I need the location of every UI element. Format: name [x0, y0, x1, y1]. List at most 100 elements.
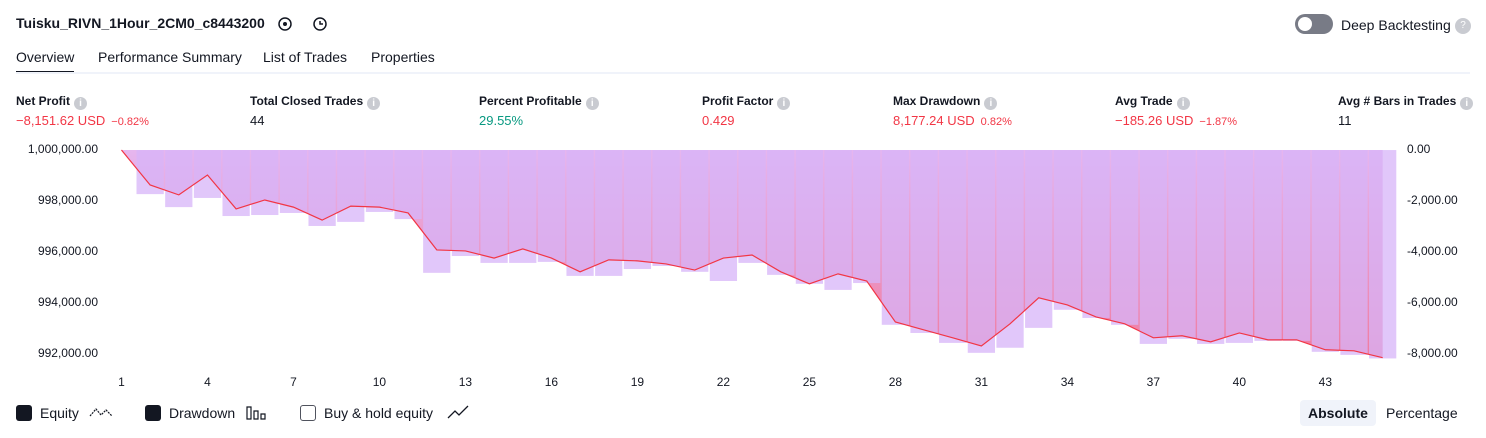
y2-tick-label: 0.00 — [1407, 142, 1431, 156]
buy-hold-checkbox[interactable]: Buy & hold equity — [300, 405, 433, 421]
metric-value-text: −185.26 USD — [1115, 113, 1194, 128]
drawdown-bar — [394, 150, 422, 220]
metric-label: Profit Factor i — [702, 94, 791, 110]
x-tick-label: 7 — [290, 375, 297, 389]
drawdown-bar — [910, 150, 938, 333]
metric-label: Max Drawdown i — [893, 94, 998, 110]
metric-label: Net Profit i — [16, 94, 87, 110]
percentage-button[interactable]: Percentage — [1386, 405, 1458, 421]
info-icon[interactable]: i — [367, 97, 381, 110]
metric-value: 8,177.24 USD 0.82% — [893, 113, 1012, 128]
x-tick-label: 37 — [1147, 375, 1161, 389]
y2-tick-label: -4,000.00 — [1407, 244, 1458, 258]
equity-line — [121, 149, 1383, 359]
x-tick-label: 10 — [373, 375, 387, 389]
x-tick-label: 28 — [889, 375, 903, 389]
drawdown-bar — [509, 150, 537, 263]
metric-change: −0.82% — [111, 116, 149, 128]
y2-tick-label: -6,000.00 — [1407, 295, 1458, 309]
drawdown-bar — [451, 150, 480, 257]
drawdown-bar — [566, 150, 594, 276]
metric-label-text: Total Closed Trades — [250, 94, 364, 108]
info-icon[interactable]: i — [984, 97, 998, 110]
metric-value-text: 8,177.24 USD — [893, 113, 975, 128]
metric-value-text: 29.55% — [479, 113, 524, 128]
tab[interactable]: List of Trades — [263, 49, 348, 65]
drawdown-bar — [1225, 150, 1253, 343]
metric-value: 29.55% — [479, 113, 523, 128]
drawdown-bar — [939, 150, 967, 343]
metric-value-text: 44 — [250, 113, 265, 128]
drawdown-bar — [279, 150, 308, 213]
drawdown-bar — [537, 150, 566, 262]
equity-checkbox[interactable]: Equity — [16, 405, 79, 421]
tab[interactable]: Performance Summary — [98, 49, 242, 65]
drawdown-bar — [824, 150, 852, 290]
x-tick-label: 19 — [631, 375, 645, 389]
y-tick-label: 994,000.00 — [38, 295, 98, 309]
drawdown-bar — [1311, 150, 1339, 352]
metric-value-text: 0.429 — [702, 113, 735, 128]
drawdown-bar — [423, 150, 451, 273]
x-tick-label: 43 — [1319, 375, 1333, 389]
drawdown-bar — [1254, 150, 1282, 341]
help-icon[interactable]: ? — [1455, 18, 1471, 34]
deep-backtesting-label: Deep Backtesting — [1341, 17, 1451, 33]
metric-label: Total Closed Trades i — [250, 94, 381, 110]
metric-change: −1.87% — [1199, 116, 1238, 128]
drawdown-bar — [881, 150, 910, 325]
metric-label-text: Percent Profitable — [479, 94, 582, 108]
metric-label: Avg Trade i — [1115, 94, 1190, 110]
drawdown-bar — [595, 150, 623, 276]
drawdown-bar — [681, 150, 709, 272]
y-tick-label: 1,000,000.00 — [28, 142, 98, 156]
drawdown-checkbox[interactable]: Drawdown — [145, 405, 235, 421]
drawdown-bar — [1111, 150, 1139, 325]
y-tick-label: 992,000.00 — [38, 346, 98, 360]
metric-value-text: −8,151.62 USD — [16, 113, 106, 128]
drawdown-bar — [767, 150, 795, 275]
info-icon[interactable]: i — [585, 97, 599, 110]
info-icon[interactable]: i — [74, 97, 87, 110]
metric-value: 11 — [1338, 113, 1352, 128]
info-icon[interactable]: i — [1176, 97, 1190, 110]
equity-icon — [89, 408, 113, 417]
drawdown-bar — [165, 150, 193, 208]
info-icon[interactable]: i — [777, 97, 791, 110]
metric-value: 44 — [250, 113, 264, 128]
metric-value: −8,151.62 USD −0.82% — [16, 113, 149, 128]
header-icons — [278, 17, 327, 31]
tab-divider — [16, 72, 1470, 74]
drawdown-bar — [1053, 150, 1081, 310]
x-tick-label: 16 — [545, 375, 559, 389]
metric-label-text: Profit Factor — [702, 94, 774, 108]
metric-label-text: Avg Trade — [1115, 94, 1173, 108]
metric-label-text: Avg # Bars in Trades — [1338, 94, 1457, 108]
y2-tick-label: -8,000.00 — [1407, 346, 1458, 360]
drawdown-bar — [251, 150, 279, 216]
drawdown-bar — [365, 150, 394, 212]
x-tick-label: 1 — [118, 375, 125, 389]
drawdown-bar — [1025, 150, 1053, 328]
drawdown-bar — [308, 150, 336, 226]
metric-value: 0.429 — [702, 113, 735, 128]
drawdown-bar — [1369, 150, 1397, 359]
y-tick-label: 996,000.00 — [38, 244, 98, 258]
metric-value: −185.26 USD −1.87% — [1115, 113, 1237, 128]
x-tick-label: 4 — [204, 375, 211, 389]
drawdown-bar — [1197, 150, 1225, 344]
x-tick-label: 25 — [803, 375, 817, 389]
metric-value-text: 11 — [1338, 113, 1352, 128]
drawdown-bar — [1283, 150, 1311, 341]
absolute-button[interactable]: Absolute — [1300, 400, 1376, 426]
deep-backtesting-toggle[interactable] — [1295, 14, 1333, 34]
drawdown-bar — [1139, 150, 1167, 344]
tab[interactable]: Properties — [371, 49, 435, 65]
drawdown-bar — [1168, 150, 1196, 339]
drawdown-bar — [709, 150, 738, 281]
y2-tick-label: -2,000.00 — [1407, 193, 1458, 207]
x-tick-label: 13 — [459, 375, 473, 389]
drawdown-bar — [795, 150, 824, 284]
info-icon[interactable]: i — [1460, 97, 1474, 110]
x-tick-label: 22 — [717, 375, 731, 389]
